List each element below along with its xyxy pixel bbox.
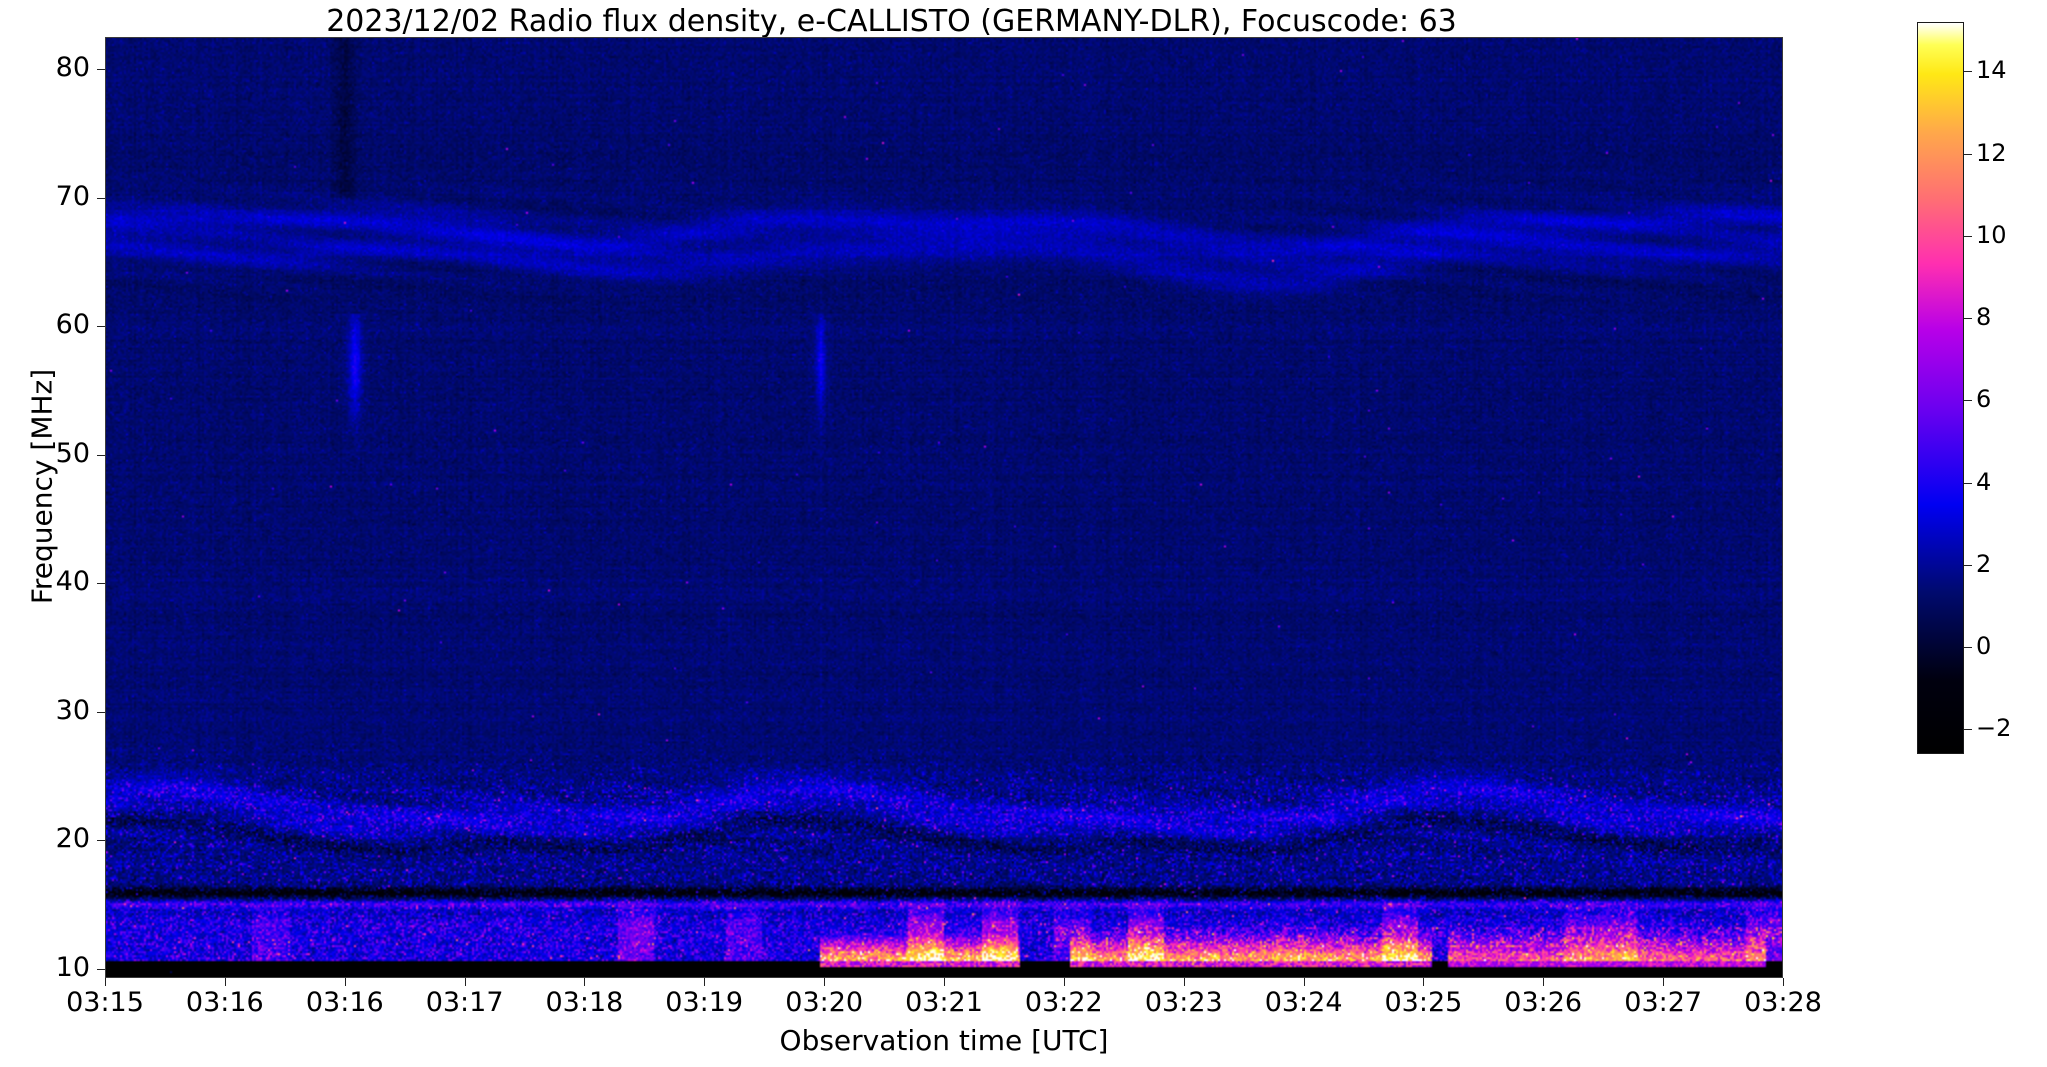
y-tick-mark [97, 454, 105, 456]
x-tick-mark [1063, 978, 1065, 986]
x-tick-mark [224, 978, 226, 986]
colorbar-tick-label: 8 [1976, 303, 1992, 332]
spectrogram-plot-area[interactable] [105, 37, 1783, 978]
colorbar-tick-label: 0 [1976, 632, 1992, 661]
x-tick-label: 03:17 [425, 987, 504, 1018]
x-tick-label: 03:21 [905, 987, 983, 1018]
colorbar-tick-label: 14 [1976, 56, 2007, 85]
y-axis-label: Frequency [MHz] [25, 368, 59, 605]
x-tick-label: 03:28 [1744, 987, 1822, 1018]
colorbar-tick-mark [1964, 400, 1972, 402]
y-tick-mark [97, 969, 105, 970]
colorbar-tick-label: −2 [1976, 714, 2012, 743]
x-tick-label: 03:26 [1504, 987, 1583, 1018]
colorbar-tick-mark [1964, 647, 1972, 649]
x-tick-label: 03:16 [305, 987, 384, 1018]
y-tick-label: 40 [55, 566, 90, 598]
y-tick-label: 50 [55, 437, 90, 469]
colorbar-tick-label: 4 [1976, 467, 1992, 496]
x-tick-label: 03:23 [1144, 987, 1223, 1018]
x-tick-mark [1183, 978, 1185, 986]
colorbar-tick-label: 10 [1976, 220, 2007, 249]
y-tick-label: 60 [55, 309, 90, 341]
colorbar [1917, 22, 1964, 754]
x-tick-mark [824, 978, 826, 986]
y-tick-label: 70 [55, 180, 90, 212]
x-tick-label: 03:16 [185, 987, 264, 1018]
x-tick-mark [944, 978, 945, 986]
y-tick-label: 30 [55, 694, 90, 726]
y-tick-mark [97, 69, 105, 71]
x-tick-label: 03:19 [665, 987, 744, 1018]
x-tick-label: 03:20 [785, 987, 864, 1018]
x-tick-mark [1663, 978, 1665, 986]
colorbar-tick-label: 12 [1976, 138, 2007, 167]
y-tick-label: 80 [55, 52, 90, 84]
colorbar-tick-mark [1964, 235, 1972, 237]
x-axis-label: Observation time [UTC] [779, 1024, 1109, 1057]
x-tick-label: 03:27 [1624, 987, 1703, 1018]
x-tick-mark [464, 978, 466, 986]
x-tick-mark [1303, 978, 1305, 986]
colorbar-tick-mark [1964, 482, 1972, 484]
figure-title: 2023/12/02 Radio flux density, e-CALLIST… [326, 4, 1457, 39]
x-tick-label: 03:18 [545, 987, 624, 1018]
colorbar-tick-mark [1964, 71, 1972, 73]
colorbar-tick-label: 6 [1976, 385, 1992, 414]
x-tick-label: 03:24 [1264, 987, 1343, 1018]
y-tick-mark [97, 840, 105, 842]
x-tick-label: 03:15 [66, 987, 144, 1018]
x-tick-mark [1423, 978, 1425, 986]
x-tick-label: 03:25 [1384, 987, 1463, 1018]
colorbar-tick-mark [1964, 729, 1972, 731]
y-tick-mark [97, 711, 105, 713]
colorbar-gradient [1918, 23, 1963, 753]
spectrogram-canvas [106, 38, 1782, 977]
x-tick-mark [105, 978, 106, 986]
colorbar-tick-mark [1964, 318, 1972, 320]
x-tick-mark [1783, 978, 1784, 986]
y-tick-label: 10 [55, 952, 90, 983]
x-tick-mark [584, 978, 586, 986]
y-tick-mark [97, 583, 105, 585]
x-tick-mark [704, 978, 706, 986]
colorbar-tick-mark [1964, 153, 1972, 155]
y-tick-mark [97, 197, 105, 199]
colorbar-tick-mark [1964, 564, 1972, 566]
x-tick-label: 03:22 [1024, 987, 1103, 1018]
y-tick-mark [97, 326, 105, 328]
colorbar-tick-label: 2 [1976, 549, 1992, 578]
x-tick-mark [344, 978, 346, 986]
y-tick-label: 20 [55, 823, 90, 855]
x-tick-mark [1543, 978, 1545, 986]
